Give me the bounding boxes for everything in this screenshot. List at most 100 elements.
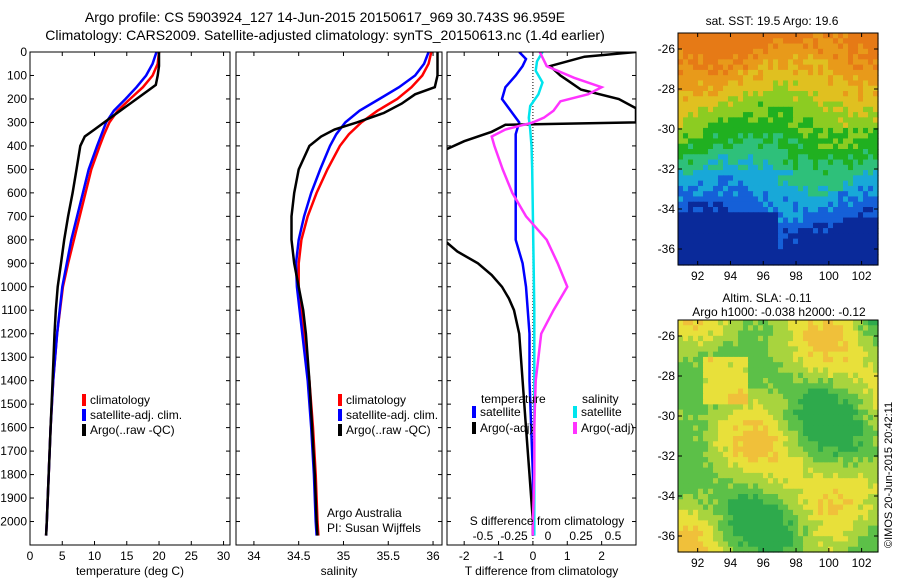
depth-tick-label: 800 bbox=[7, 233, 27, 247]
map-2-xtick-label: 98 bbox=[789, 556, 803, 570]
depth-tick-label: 1900 bbox=[0, 491, 27, 505]
depth-tick-label: 400 bbox=[7, 139, 27, 153]
map-2-xtick-label: 96 bbox=[757, 556, 771, 570]
depth-tick-label: 2000 bbox=[0, 515, 27, 529]
profile-2-legend-swatch bbox=[338, 424, 342, 436]
map-2-ytick-label: -30 bbox=[658, 409, 676, 423]
depth-tick-label: 1000 bbox=[0, 280, 27, 294]
map-1-ytick-label: -26 bbox=[658, 42, 676, 56]
profile-1-xtick-label: 15 bbox=[120, 549, 134, 563]
profile-1-legend-label: Argo(..raw -QC) bbox=[90, 423, 175, 437]
profile-2-series-3-line bbox=[290, 52, 439, 536]
map-2-ytick-label: -32 bbox=[658, 449, 676, 463]
profile-3-frame bbox=[446, 51, 637, 546]
depth-tick-label: 1600 bbox=[0, 421, 27, 435]
diff-legend-label: satellite bbox=[480, 405, 521, 419]
profile-1-series-3-line bbox=[44, 52, 161, 536]
map-2-xtick-label: 100 bbox=[819, 556, 839, 570]
depth-tick-label: 1800 bbox=[0, 468, 27, 482]
depth-tick-label: 200 bbox=[7, 92, 27, 106]
depth-tick-label: 500 bbox=[7, 162, 27, 176]
depth-tick-label: 600 bbox=[7, 186, 27, 200]
profile-2-xtick-label: 35.5 bbox=[377, 549, 401, 563]
map-2-heatmap bbox=[678, 320, 879, 553]
diff-legend-swatch bbox=[573, 422, 577, 434]
profile-1-frame bbox=[29, 51, 231, 546]
profile-2-frame bbox=[235, 51, 443, 546]
map-1-xtick-label: 102 bbox=[852, 269, 872, 283]
diff-legend-header-salinity: salinity bbox=[582, 392, 619, 406]
profile-2-xtick-label: 35 bbox=[337, 549, 351, 563]
depth-tick-label: 1500 bbox=[0, 397, 27, 411]
profile-3-xtick-label: -2 bbox=[459, 549, 470, 563]
diff-legend-label: satellite bbox=[581, 405, 622, 419]
diff-xlabel-salinity: S difference from climatology bbox=[470, 514, 625, 528]
chart-title-line-2: Climatology: CARS2009. Satellite-adjuste… bbox=[45, 27, 605, 43]
map-2-xtick-label: 92 bbox=[691, 556, 705, 570]
map-1-title: sat. SST: 19.5 Argo: 19.6 bbox=[706, 14, 839, 28]
depth-tick-label: 1400 bbox=[0, 374, 27, 388]
diff-xtick-salinity-label: -0.25 bbox=[500, 529, 528, 543]
profile-3-series-4-line bbox=[490, 52, 605, 536]
depth-tick-label: 1700 bbox=[0, 444, 27, 458]
diff-xtick-salinity-label: 0.25 bbox=[569, 529, 593, 543]
profile-1-xlabel: temperature (deg C) bbox=[76, 564, 184, 578]
map-2-ytick-label: -34 bbox=[658, 489, 676, 503]
map-1-xtick-label: 92 bbox=[691, 269, 705, 283]
profile-3-xtick-label: -1 bbox=[493, 549, 504, 563]
profile-1-legend-swatch bbox=[82, 409, 86, 421]
chart-title-line-1: Argo profile: CS 5903924_127 14-Jun-2015… bbox=[84, 9, 566, 25]
profile-2-legend-swatch bbox=[338, 394, 342, 406]
map-2-subtitle: Argo h1000: -0.038 h2000: -0.12 bbox=[692, 305, 866, 319]
depth-tick-label: 900 bbox=[7, 256, 27, 270]
profile-1-xtick-label: 5 bbox=[59, 549, 66, 563]
diff-xtick-salinity-label: 0 bbox=[545, 529, 552, 543]
depth-tick-label: 1100 bbox=[1, 303, 27, 317]
profile-2-xtick-label: 34.5 bbox=[287, 549, 311, 563]
map-2-xtick-label: 94 bbox=[724, 556, 738, 570]
diff-legend-label: Argo(-adj) bbox=[480, 421, 533, 435]
profile-1-xtick-label: 20 bbox=[152, 549, 166, 563]
map-1-xtick-label: 100 bbox=[819, 269, 839, 283]
pi-label: PI: Susan Wijffels bbox=[327, 521, 421, 535]
map-2-ytick-label: -36 bbox=[658, 529, 676, 543]
diff-legend-swatch bbox=[573, 406, 577, 418]
map-2-title: Altim. SLA: -0.11 bbox=[722, 291, 811, 305]
profile-1-xtick-label: 0 bbox=[27, 549, 34, 563]
profile-2-xtick-label: 34 bbox=[247, 549, 261, 563]
diff-legend-swatch bbox=[472, 422, 476, 434]
map-1-xtick-label: 96 bbox=[757, 269, 771, 283]
profile-3-series-1-line bbox=[500, 52, 535, 536]
map-1-ytick-label: -34 bbox=[658, 202, 676, 216]
profile-3-xtick-label: 0 bbox=[530, 549, 537, 563]
profile-2-legend-swatch bbox=[338, 409, 342, 421]
map-1-ytick-label: -28 bbox=[658, 82, 676, 96]
profile-3-series-2-line bbox=[447, 52, 636, 536]
map-2-frame bbox=[677, 319, 879, 553]
profile-2-series-1-line bbox=[297, 52, 433, 536]
credit-label: ©IMOS 20-Jun-2015 20:42:11 bbox=[883, 402, 895, 548]
map-1-frame bbox=[677, 32, 879, 266]
diff-xtick-salinity-label: -0.5 bbox=[473, 529, 494, 543]
profile-2-legend-label: Argo(..raw -QC) bbox=[346, 423, 431, 437]
profile-3-xlabel: T difference from climatology bbox=[465, 564, 619, 578]
profile-2-xtick-label: 36 bbox=[426, 549, 440, 563]
map-1-ytick-label: -32 bbox=[658, 162, 676, 176]
map-2-xtick-label: 102 bbox=[852, 556, 872, 570]
profile-1-legend-label: climatology bbox=[90, 393, 150, 407]
profile-1-legend-label: satellite-adj. clim. bbox=[90, 408, 182, 422]
depth-tick-label: 100 bbox=[7, 68, 27, 82]
diff-xtick-salinity-label: 0.5 bbox=[605, 529, 622, 543]
map-2-ytick-label: -28 bbox=[658, 369, 676, 383]
map-1-ytick-label: -36 bbox=[658, 242, 676, 256]
diff-legend-header-temperature: temperature bbox=[481, 392, 546, 406]
depth-tick-label: 1300 bbox=[0, 350, 27, 364]
argo-australia-label: Argo Australia bbox=[327, 506, 402, 520]
map-1-xtick-label: 94 bbox=[724, 269, 738, 283]
profile-2-xlabel: salinity bbox=[321, 564, 358, 578]
profile-2-legend-label: satellite-adj. clim. bbox=[346, 408, 438, 422]
diff-legend-swatch bbox=[472, 406, 476, 418]
profile-1-legend-swatch bbox=[82, 424, 86, 436]
depth-tick-label: 0 bbox=[20, 45, 27, 59]
